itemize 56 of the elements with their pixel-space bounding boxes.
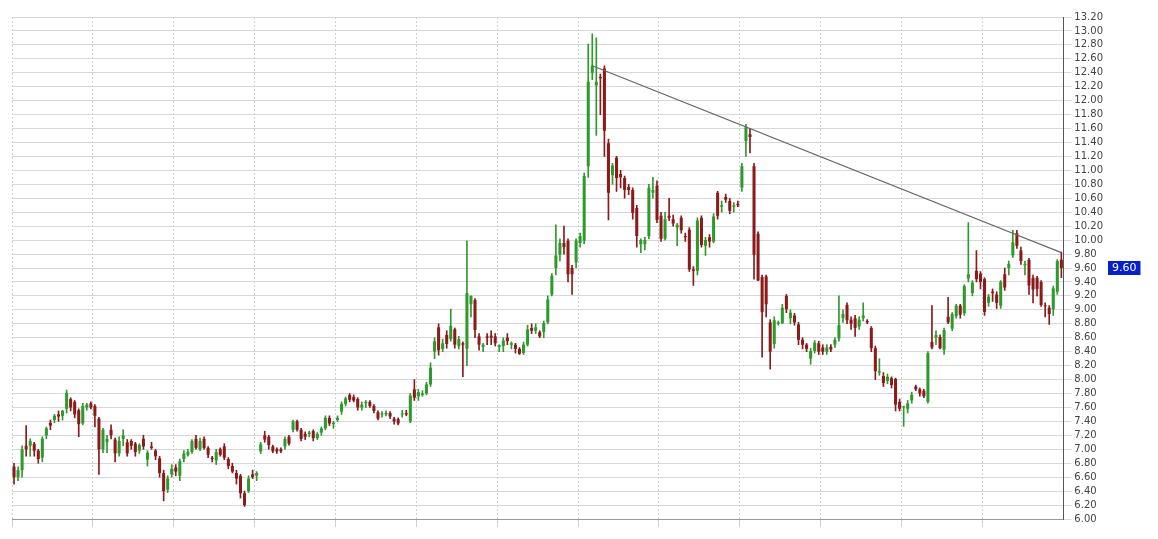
y-tick-label: 10.20 <box>1074 219 1104 231</box>
y-tick-label: 8.80 <box>1074 317 1097 329</box>
y-tick-label: 9.60 <box>1074 261 1097 273</box>
y-tick-label: 8.40 <box>1074 345 1097 357</box>
y-tick-label: 6.20 <box>1074 498 1097 510</box>
candlestick <box>400 409 404 418</box>
y-tick-label: 9.40 <box>1074 275 1097 287</box>
y-tick-label: 6.40 <box>1074 484 1097 496</box>
y-tick-label: 7.60 <box>1074 401 1097 413</box>
y-tick-label: 12.60 <box>1074 52 1104 64</box>
y-tick-label: 9.00 <box>1074 303 1097 315</box>
candlestick <box>485 333 489 346</box>
y-tick-label: 13.00 <box>1074 24 1104 36</box>
candlestick <box>610 163 615 185</box>
candlestick <box>380 411 384 418</box>
y-tick-label: 13.20 <box>1074 10 1104 22</box>
y-tick-label: 10.00 <box>1074 233 1104 245</box>
y-tick-label: 6.60 <box>1074 470 1097 482</box>
candlestick <box>56 410 61 422</box>
y-tick-label: 12.40 <box>1074 66 1104 78</box>
candlestick <box>28 438 32 457</box>
candlestick <box>489 330 493 346</box>
candlestick <box>720 200 724 213</box>
candlestick <box>639 238 643 253</box>
y-tick-label: 6.00 <box>1074 512 1097 524</box>
candlestick <box>481 342 485 352</box>
y-tick-label: 6.80 <box>1074 456 1097 468</box>
candlestick <box>934 330 938 346</box>
candlestick <box>796 322 801 346</box>
y-tick-label: 10.40 <box>1074 205 1104 217</box>
candlestick <box>675 223 679 247</box>
y-tick-label: 8.60 <box>1074 331 1097 343</box>
y-tick-label: 11.60 <box>1074 122 1104 134</box>
y-tick-label: 9.80 <box>1074 247 1097 259</box>
y-tick-label: 7.00 <box>1074 442 1097 454</box>
candlestick <box>748 128 752 154</box>
y-tick-label: 11.00 <box>1074 163 1104 175</box>
y-tick-label: 7.80 <box>1074 387 1097 399</box>
candlestick <box>554 224 558 276</box>
text: 9.60 <box>1112 260 1137 274</box>
y-tick-label: 7.40 <box>1074 414 1097 426</box>
y-tick-label: 8.20 <box>1074 359 1097 371</box>
y-tick-label: 12.00 <box>1074 94 1104 106</box>
candlestick <box>732 202 736 213</box>
y-tick-label: 7.20 <box>1074 428 1097 440</box>
y-tick-label: 11.20 <box>1074 150 1104 162</box>
y-tick-label: 12.20 <box>1074 80 1104 92</box>
y-tick-label: 11.40 <box>1074 136 1104 148</box>
y-tick-label: 9.20 <box>1074 289 1097 301</box>
y-tick-label: 10.80 <box>1074 177 1104 189</box>
y-tick-label: 11.80 <box>1074 108 1104 120</box>
y-tick-label: 8.00 <box>1074 373 1097 385</box>
y-tick-label: 12.80 <box>1074 38 1104 50</box>
candlestick <box>461 341 465 378</box>
candlestick <box>703 236 708 256</box>
y-tick-label: 10.60 <box>1074 191 1104 203</box>
